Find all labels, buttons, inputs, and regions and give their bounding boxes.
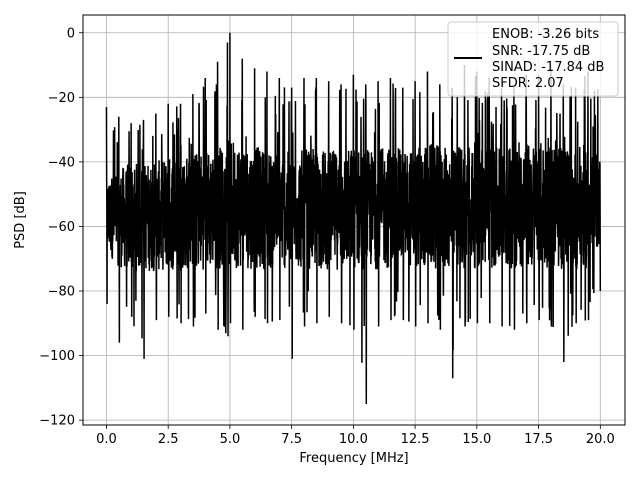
y-tick-labels: 0 −20 −40 −60 −80 −100 −120 bbox=[39, 26, 75, 428]
x-tick-label: 15.0 bbox=[462, 432, 491, 447]
y-tick-label: −20 bbox=[48, 91, 75, 106]
y-tick-label: −100 bbox=[39, 349, 75, 364]
x-tick-label: 10.0 bbox=[339, 432, 368, 447]
y-axis-label: PSD [dB] bbox=[13, 191, 28, 249]
psd-line bbox=[105, 32, 602, 405]
y-tick-label: −80 bbox=[48, 285, 75, 300]
x-tick-label: 5.0 bbox=[220, 432, 241, 447]
y-tick-label: 0 bbox=[67, 26, 75, 41]
legend-entry-sfdr: SFDR: 2.07 bbox=[492, 76, 564, 91]
x-axis-label: Frequency [MHz] bbox=[299, 451, 408, 466]
legend-box bbox=[447, 21, 619, 97]
x-tick-label: 7.5 bbox=[281, 432, 302, 447]
x-tick-label: 0.0 bbox=[96, 432, 117, 447]
x-tick-labels: 0.0 2.5 5.0 7.5 10.0 12.5 15.0 17.5 20.0 bbox=[96, 432, 615, 447]
x-tick-label: 12.5 bbox=[401, 432, 430, 447]
x-tick-label: 2.5 bbox=[158, 432, 179, 447]
series-psd bbox=[105, 32, 602, 405]
y-tick-label: −40 bbox=[48, 155, 75, 170]
legend-entry-sinad: SINAD: -17.84 dB bbox=[492, 60, 604, 75]
x-tick-label: 17.5 bbox=[524, 432, 553, 447]
y-tick-label: −120 bbox=[39, 414, 75, 429]
legend-entry-snr: SNR: -17.75 dB bbox=[492, 44, 590, 59]
axes-frame bbox=[82, 14, 626, 426]
legend: ENOB: -3.26 bits SNR: -17.75 dB SINAD: -… bbox=[447, 21, 619, 97]
legend-entry-enob: ENOB: -3.26 bits bbox=[492, 27, 599, 42]
x-tick-label: 20.0 bbox=[586, 432, 615, 447]
tick-marks bbox=[79, 32, 601, 429]
y-tick-label: −60 bbox=[48, 220, 75, 235]
